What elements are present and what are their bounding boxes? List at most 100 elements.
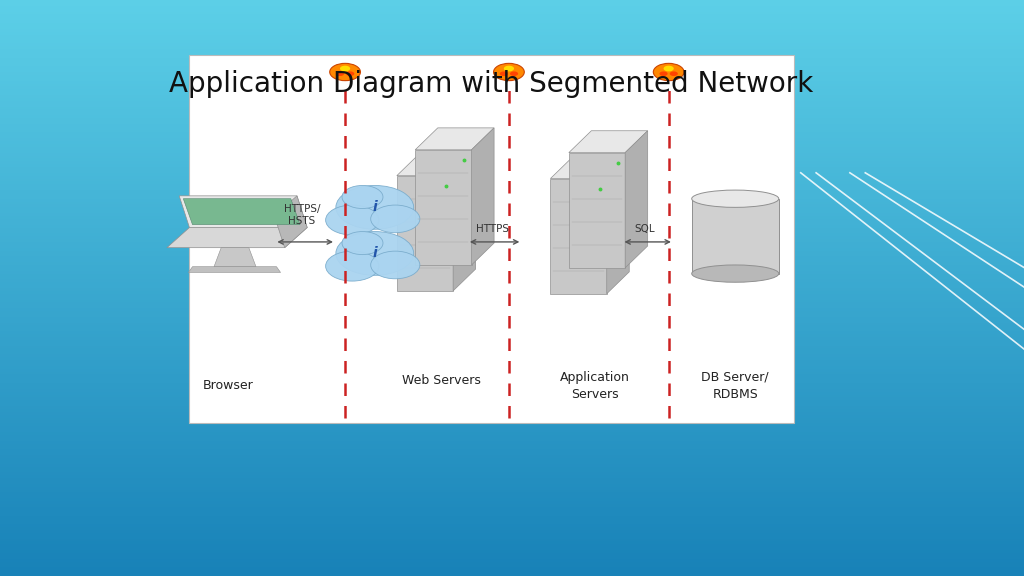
Bar: [0, 66, 1024, 69]
Bar: [0, 432, 1024, 435]
Circle shape: [494, 63, 524, 81]
Polygon shape: [416, 128, 495, 150]
Bar: [0, 507, 1024, 510]
Bar: [0, 346, 1024, 348]
Bar: [0, 478, 1024, 481]
Bar: [0, 559, 1024, 562]
Bar: [0, 58, 1024, 60]
FancyBboxPatch shape: [189, 55, 794, 423]
Bar: [0, 380, 1024, 383]
Bar: [0, 248, 1024, 251]
Bar: [0, 395, 1024, 397]
Bar: [0, 46, 1024, 49]
Bar: [0, 308, 1024, 311]
Bar: [0, 109, 1024, 112]
Bar: [0, 251, 1024, 253]
Bar: [0, 418, 1024, 420]
Bar: [0, 193, 1024, 196]
Bar: [0, 446, 1024, 449]
Circle shape: [336, 232, 414, 275]
Polygon shape: [179, 196, 307, 228]
Bar: [0, 127, 1024, 130]
Bar: [0, 228, 1024, 230]
Bar: [0, 43, 1024, 46]
Text: Application
Servers: Application Servers: [560, 371, 630, 401]
Bar: [0, 216, 1024, 219]
Text: i: i: [373, 247, 377, 260]
Polygon shape: [453, 154, 475, 291]
Bar: [0, 219, 1024, 222]
Bar: [0, 170, 1024, 173]
Bar: [0, 484, 1024, 487]
Bar: [0, 158, 1024, 161]
Bar: [0, 135, 1024, 138]
Circle shape: [371, 251, 420, 279]
Bar: [0, 253, 1024, 256]
Circle shape: [346, 71, 354, 76]
Bar: [0, 202, 1024, 204]
Circle shape: [336, 185, 414, 229]
Bar: [0, 29, 1024, 32]
Bar: [0, 562, 1024, 564]
Bar: [0, 495, 1024, 498]
Text: HTTPS: HTTPS: [476, 224, 509, 234]
Circle shape: [326, 205, 379, 235]
Bar: [0, 441, 1024, 444]
Bar: [0, 20, 1024, 23]
Bar: [0, 311, 1024, 314]
Bar: [0, 343, 1024, 346]
Bar: [0, 69, 1024, 72]
Bar: [0, 84, 1024, 86]
Bar: [0, 95, 1024, 98]
Polygon shape: [416, 150, 471, 265]
Bar: [0, 547, 1024, 550]
Bar: [0, 40, 1024, 43]
Bar: [0, 265, 1024, 268]
Bar: [0, 6, 1024, 9]
Bar: [0, 539, 1024, 541]
Bar: [0, 328, 1024, 331]
Polygon shape: [625, 131, 647, 268]
Bar: [0, 374, 1024, 377]
Bar: [0, 207, 1024, 210]
Bar: [0, 161, 1024, 164]
Bar: [0, 256, 1024, 259]
Bar: [0, 179, 1024, 181]
Bar: [0, 199, 1024, 202]
Text: Web Servers: Web Servers: [401, 374, 481, 386]
Bar: [0, 300, 1024, 302]
Bar: [0, 78, 1024, 81]
Polygon shape: [396, 154, 475, 176]
Bar: [0, 150, 1024, 153]
Bar: [0, 285, 1024, 288]
Bar: [0, 325, 1024, 328]
Bar: [0, 386, 1024, 389]
Bar: [0, 92, 1024, 95]
Bar: [0, 423, 1024, 426]
Bar: [0, 340, 1024, 343]
Bar: [0, 392, 1024, 395]
Bar: [0, 35, 1024, 37]
Bar: [0, 469, 1024, 472]
Bar: [0, 132, 1024, 135]
Bar: [0, 190, 1024, 193]
Polygon shape: [551, 179, 606, 294]
Bar: [0, 164, 1024, 167]
Bar: [0, 204, 1024, 207]
Bar: [0, 282, 1024, 285]
Bar: [0, 360, 1024, 363]
Bar: [0, 481, 1024, 484]
Bar: [0, 314, 1024, 317]
Bar: [0, 23, 1024, 26]
Bar: [0, 75, 1024, 78]
Bar: [0, 464, 1024, 467]
Bar: [0, 210, 1024, 213]
Bar: [0, 553, 1024, 556]
Bar: [0, 452, 1024, 455]
Bar: [0, 475, 1024, 478]
Polygon shape: [214, 248, 256, 267]
Polygon shape: [692, 199, 778, 274]
Bar: [0, 351, 1024, 354]
Bar: [0, 472, 1024, 475]
Polygon shape: [396, 176, 453, 291]
